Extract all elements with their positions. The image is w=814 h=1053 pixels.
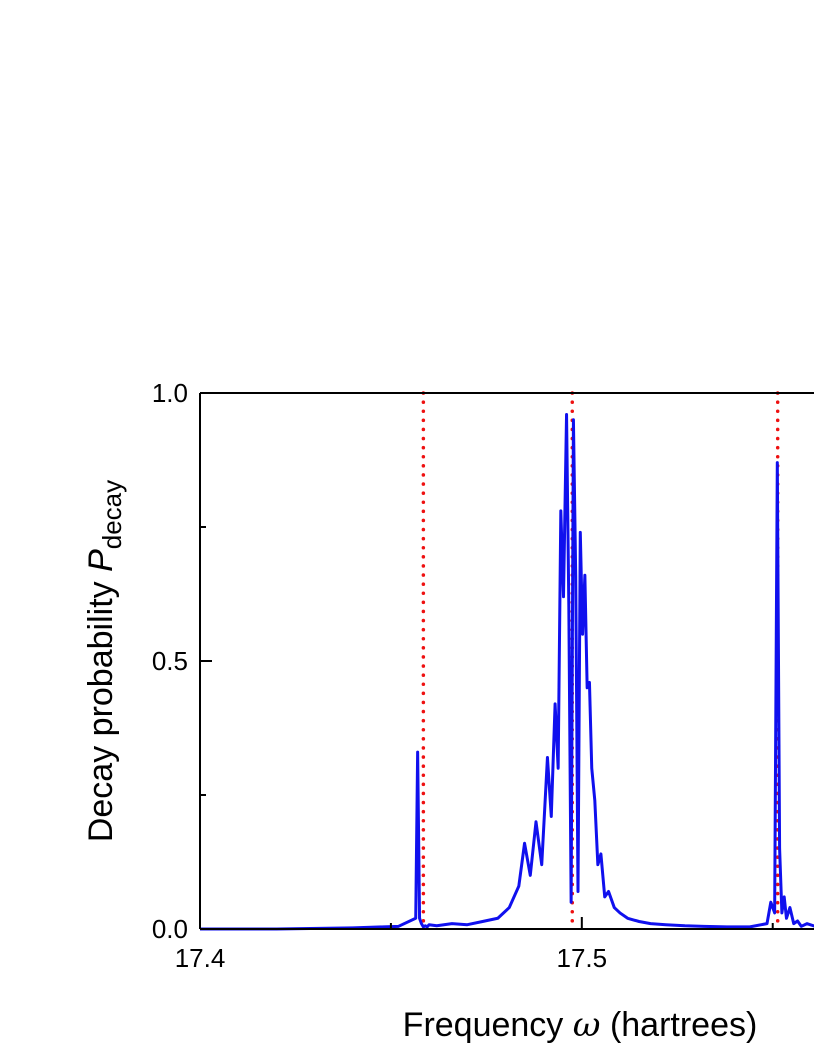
x-axis-title: Frequency ω (hartrees) xyxy=(403,1005,758,1045)
series-line-0 xyxy=(200,412,814,931)
y-tick-label-1: 0.5 xyxy=(152,646,188,676)
series-group xyxy=(200,412,814,931)
plot-area: 0.0 0.5 1.0 17.4 17.5 xyxy=(152,378,814,973)
y-tick-label-2: 1.0 xyxy=(152,378,188,408)
x-axis-title-prefix: Frequency xyxy=(403,1006,573,1044)
x-tick-label-0: 17.4 xyxy=(175,943,226,973)
x-axis-title-suffix: (hartrees) xyxy=(601,1006,758,1044)
y-tick-label-0: 0.0 xyxy=(152,914,188,944)
x-tick-label-1: 17.5 xyxy=(557,943,608,973)
y-axis-title-symbol: P xyxy=(82,549,120,572)
x-axis-title-symbol: ω xyxy=(573,1005,601,1045)
ticks: 0.0 0.5 1.0 17.4 17.5 xyxy=(152,378,774,973)
y-axis-title-prefix: Decay probability xyxy=(82,572,120,842)
y-axis-title: Decay probability Pdecay xyxy=(82,480,127,842)
axes xyxy=(199,392,814,930)
y-axis-title-subscript: decay xyxy=(97,480,127,549)
reference-lines xyxy=(421,391,780,931)
